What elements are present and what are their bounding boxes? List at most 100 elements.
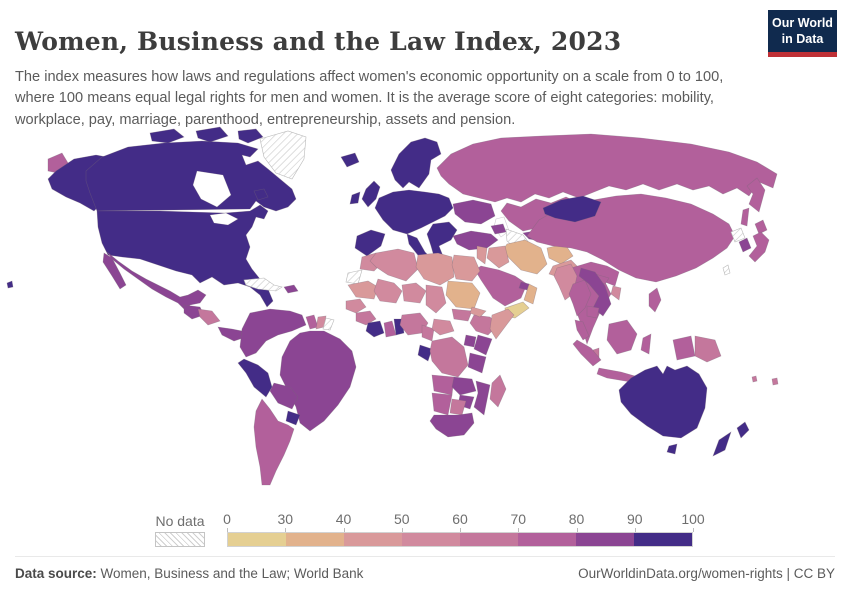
region-south-korea[interactable] [738,237,752,253]
legend-bin-0-30[interactable] [228,533,286,546]
region-australia-tasmania[interactable] [666,443,678,455]
region-senegal[interactable] [345,298,367,314]
region-uganda[interactable] [463,334,477,348]
legend-bin-70-80[interactable] [518,533,576,546]
region-argentina-chile[interactable] [253,398,295,486]
region-japan-honshu[interactable] [748,231,770,263]
region-bangladesh[interactable] [610,285,622,301]
region-madagascar[interactable] [489,374,507,408]
region-papua-new-guinea[interactable] [694,335,722,363]
region-mozambique[interactable] [473,380,491,416]
region-mexico[interactable] [106,251,207,312]
legend-bin-80-90[interactable] [576,533,634,546]
region-angola[interactable] [431,374,455,396]
region-taiwan[interactable] [722,264,731,276]
legend-bin-40-50[interactable] [344,533,402,546]
region-uk[interactable] [361,180,381,208]
footer-license[interactable]: CC BY [793,566,835,581]
region-iceland[interactable] [340,152,360,168]
region-guinea[interactable] [355,310,377,326]
region-malaysia[interactable] [574,319,590,341]
region-mexico-baja[interactable] [102,252,127,290]
region-peru[interactable] [237,358,273,398]
region-zambia[interactable] [451,376,477,396]
region-western-sahara[interactable] [345,269,363,285]
region-iraq[interactable] [486,245,510,269]
region-guatemala[interactable] [183,304,205,320]
region-indonesia-borneo[interactable] [606,319,638,355]
region-mongolia[interactable] [542,195,602,223]
region-kenya[interactable] [473,334,493,356]
region-russia[interactable] [436,133,778,203]
region-drc[interactable] [429,336,469,378]
region-iberia[interactable] [354,229,386,257]
region-ireland[interactable] [349,191,361,205]
region-eritrea[interactable] [469,306,487,318]
region-botswana[interactable] [449,398,467,416]
region-canada-newfoundland[interactable] [253,188,269,201]
region-iran[interactable] [502,239,548,275]
legend-bin-30-40[interactable] [286,533,344,546]
footer-link[interactable]: OurWorldinData.org/women-rights [578,566,783,581]
region-colombia-venezuela[interactable] [239,308,307,358]
region-ghana[interactable] [383,320,397,338]
region-central-african-republic[interactable] [431,318,455,336]
region-usa[interactable] [96,204,274,308]
region-thailand[interactable] [568,279,592,317]
region-oman[interactable] [523,283,538,305]
region-balkans[interactable] [426,221,458,261]
region-egypt[interactable] [451,254,481,282]
region-japan-hokkaido[interactable] [754,219,768,235]
region-gabon[interactable] [417,344,433,362]
region-paraguay[interactable] [285,410,301,426]
region-canada-arctic-3[interactable] [237,128,264,144]
region-uae[interactable] [518,281,530,291]
region-pacific-islands-2[interactable] [771,377,779,386]
region-usa-hawaii[interactable] [6,280,14,289]
region-levant[interactable] [476,245,488,265]
region-french-guiana[interactable] [322,317,335,331]
region-west-europe[interactable] [374,189,454,235]
region-new-zealand-south[interactable] [712,431,732,457]
region-honduras-nicaragua[interactable] [197,308,221,326]
region-north-korea[interactable] [730,227,746,243]
region-libya[interactable] [415,252,455,286]
region-russia-kamchatka[interactable] [746,177,766,213]
region-greenland[interactable] [259,130,307,180]
region-south-africa[interactable] [429,412,475,438]
region-mali[interactable] [373,278,403,304]
region-russia-sakhalin[interactable] [740,207,750,227]
region-south-sudan[interactable] [451,308,473,322]
region-scandinavia[interactable] [390,137,442,189]
region-namibia[interactable] [431,392,453,416]
region-ukraine[interactable] [452,199,496,225]
legend-bin-50-60[interactable] [402,533,460,546]
region-sudan[interactable] [445,280,481,310]
region-niger[interactable] [401,282,427,304]
legend-bin-90-100[interactable] [634,533,692,546]
region-cuba[interactable] [243,277,283,292]
region-chad[interactable] [425,284,447,314]
legend-bin-60-70[interactable] [460,533,518,546]
region-canada-arctic-1[interactable] [149,128,185,144]
region-caucasus[interactable] [490,223,507,235]
region-brazil[interactable] [279,330,357,432]
region-canada[interactable] [85,140,297,212]
region-tanzania[interactable] [467,352,487,374]
region-turkey[interactable] [452,230,499,251]
region-canada-arctic-2[interactable] [195,126,229,143]
region-indonesia-west-papua[interactable] [672,335,696,361]
owid-logo[interactable]: Our World in Data [768,10,837,58]
region-hispaniola[interactable] [283,284,299,294]
region-algeria[interactable] [369,248,419,282]
region-cambodia[interactable] [586,305,600,319]
region-bolivia[interactable] [269,382,299,410]
region-somalia[interactable] [489,308,515,340]
region-indonesia-sumatra[interactable] [572,339,602,367]
region-australia[interactable] [618,365,708,439]
region-pacific-islands-1[interactable] [751,375,758,383]
region-mauritania[interactable] [347,280,379,300]
legend-color-bar[interactable] [227,532,693,547]
region-philippines[interactable] [648,287,662,313]
region-cote-divoire[interactable] [365,320,385,338]
